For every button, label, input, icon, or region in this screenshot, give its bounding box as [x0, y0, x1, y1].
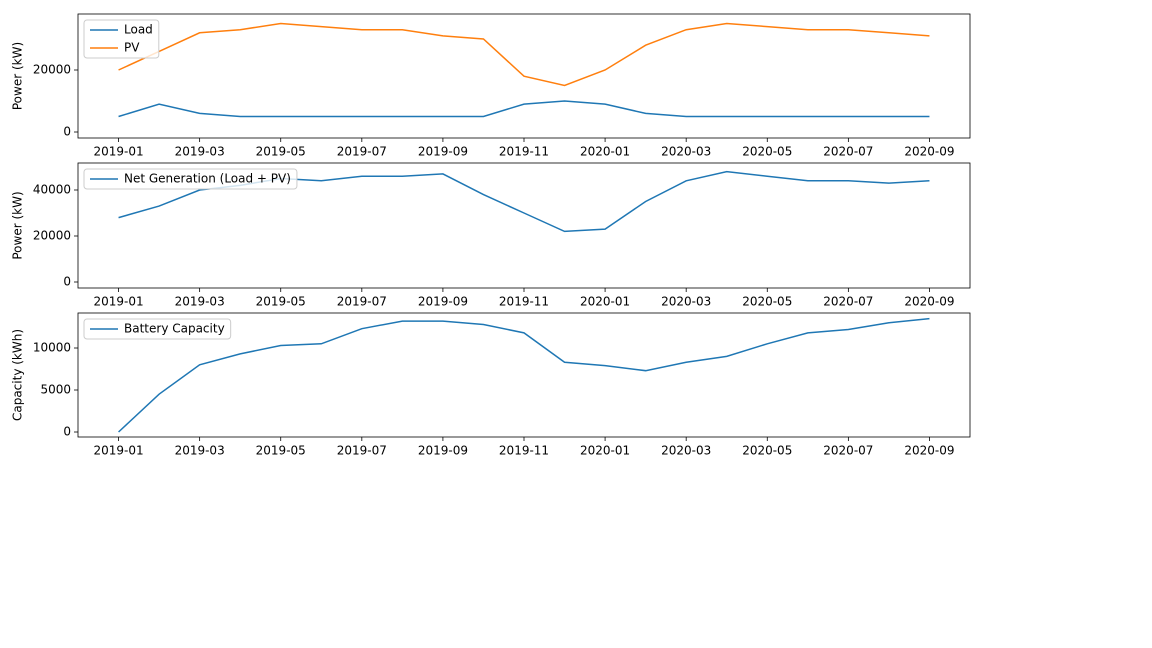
x-tick-label: 2019-05	[256, 295, 306, 309]
y-tick-label: 40000	[33, 182, 71, 196]
legend-label: Battery Capacity	[124, 322, 225, 336]
x-tick-label: 2019-01	[93, 444, 143, 458]
x-tick-label: 2019-09	[418, 444, 468, 458]
x-tick-label: 2020-03	[661, 444, 711, 458]
y-tick-label: 0	[63, 274, 71, 288]
y-tick-label: 0	[63, 425, 71, 439]
y-tick-label: 20000	[33, 228, 71, 242]
y-tick-label: 10000	[33, 341, 71, 355]
series-line	[118, 22, 930, 87]
y-tick-label: 0	[63, 125, 71, 139]
y-axis-label: Power (kW)	[11, 42, 25, 110]
x-tick-label: 2020-03	[661, 145, 711, 159]
x-tick-label: 2019-03	[175, 145, 225, 159]
x-tick-label: 2020-07	[823, 145, 873, 159]
x-tick-label: 2019-03	[175, 295, 225, 309]
x-tick-label: 2020-09	[904, 444, 954, 458]
x-tick-label: 2020-09	[904, 145, 954, 159]
y-axis-label: Power (kW)	[11, 191, 25, 259]
x-tick-label: 2019-05	[256, 444, 306, 458]
y-tick-label: 20000	[33, 63, 71, 77]
x-tick-label: 2019-05	[256, 145, 306, 159]
x-axis-label: Time	[508, 463, 538, 477]
x-tick-label: 2020-07	[823, 444, 873, 458]
x-tick-label: 2019-07	[337, 295, 387, 309]
subplot: 0 20000 40000 2019-01 2019-03 2019-05 2019-07 2…	[11, 162, 971, 309]
x-tick-label: 2019-11	[499, 295, 549, 309]
x-tick-label: 2020-05	[742, 295, 792, 309]
plots: 0 20000 2019-01 2019-03 2019-05 2019-07 2019-0…	[11, 13, 971, 477]
x-tick-label: 2020-09	[904, 295, 954, 309]
subplot: 0 5000 10000 2019-01 2019-03 2019-05 2019-07 20…	[11, 312, 971, 477]
legend-label: Net Generation (Load + PV)	[124, 172, 291, 186]
x-tick-label: 2019-09	[418, 295, 468, 309]
legend-label: PV	[124, 41, 140, 55]
series-line	[118, 100, 930, 118]
x-tick-label: 2020-05	[742, 145, 792, 159]
x-tick-label: 2020-01	[580, 145, 630, 159]
subplot: 0 20000 2019-01 2019-03 2019-05 2019-07 2019-0…	[11, 13, 971, 159]
series-line	[118, 317, 930, 433]
legend-frame	[83, 318, 232, 340]
x-tick-label: 2020-03	[661, 295, 711, 309]
x-tick-label: 2019-07	[337, 444, 387, 458]
x-tick-label: 2020-07	[823, 295, 873, 309]
x-tick-label: 2020-05	[742, 444, 792, 458]
y-tick-label: 5000	[40, 383, 71, 397]
x-tick-label: 2019-11	[499, 145, 549, 159]
x-tick-label: 2019-07	[337, 145, 387, 159]
legend-label: Load	[124, 23, 153, 37]
x-tick-label: 2019-01	[93, 145, 143, 159]
x-tick-label: 2019-01	[93, 295, 143, 309]
x-tick-label: 2019-09	[418, 145, 468, 159]
x-tick-label: 2020-01	[580, 444, 630, 458]
legend: Load PV	[83, 19, 160, 59]
x-tick-label: 2019-11	[499, 444, 549, 458]
x-tick-label: 2020-01	[580, 295, 630, 309]
y-axis-label: Capacity (kWh)	[11, 329, 25, 421]
legend: Net Generation (Load + PV)	[83, 168, 298, 190]
legend-frame	[83, 168, 298, 190]
legend: Battery Capacity	[83, 318, 232, 340]
x-tick-label: 2019-03	[175, 444, 225, 458]
